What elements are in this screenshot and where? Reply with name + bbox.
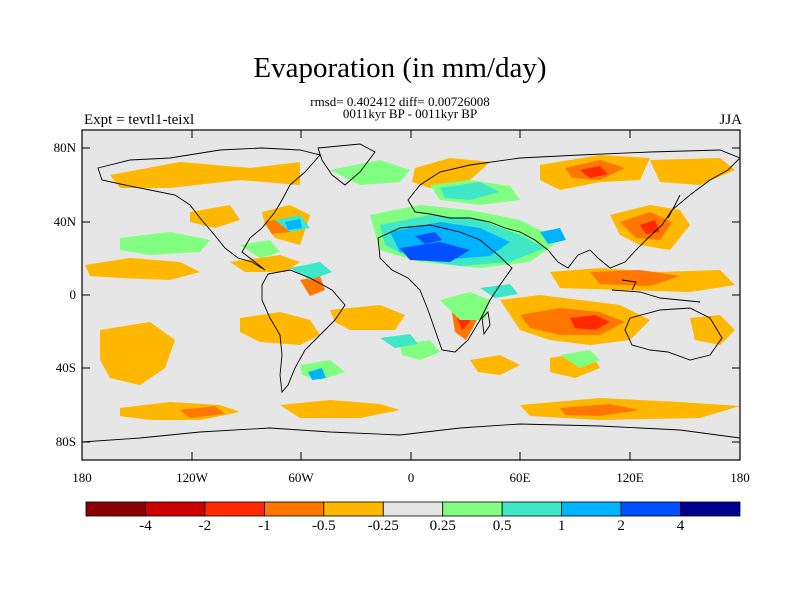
lon-tick-180w: 180	[72, 470, 92, 485]
lat-tick-40n: 40N	[53, 214, 76, 229]
colorbar-swatch	[680, 501, 741, 517]
colorbar-swatch	[204, 501, 265, 517]
very-strong-positive-patches	[400, 232, 470, 262]
colorbar	[85, 501, 741, 517]
colorbar-swatch	[323, 501, 384, 517]
colorbar-swatch	[442, 501, 503, 517]
season-label: JJA	[719, 112, 742, 128]
colorbar-swatch	[382, 501, 444, 517]
lat-tick-80n: 80N	[53, 140, 76, 155]
lon-tick-120w: 120W	[176, 470, 208, 485]
colorbar-label: -0.25	[367, 518, 399, 534]
colorbar-label: 1	[557, 518, 566, 534]
colorbar-label: -4	[139, 518, 152, 534]
colorbar-label: -0.5	[311, 518, 336, 534]
colorbar-swatch	[620, 501, 681, 517]
lat-tick-80s: 80S	[55, 434, 76, 449]
period-line: 0011kyr BP - 0011kyr BP	[342, 106, 478, 121]
lat-tick-0: 0	[69, 287, 77, 302]
colorbar-label: -1	[258, 518, 271, 534]
colorbar-swatch	[561, 501, 622, 517]
colorbar-label: 0.5	[492, 518, 512, 534]
lon-tick-120e: 120E	[616, 470, 644, 485]
lon-tick-0: 0	[407, 470, 415, 485]
coastlines	[82, 143, 740, 443]
lon-tick-60e: 60E	[509, 470, 531, 485]
colorbar-swatch	[263, 501, 325, 517]
colorbar-label: 4	[676, 518, 685, 534]
colorbar-label: -2	[198, 518, 212, 534]
axis-ticks	[81, 130, 741, 460]
stats-line: rmsd= 0.402412 diff= 0.00726008	[310, 94, 490, 109]
colorbar-swatch	[145, 501, 206, 517]
colorbar-swatch	[85, 501, 146, 517]
evaporation-anomaly-field	[85, 155, 740, 420]
colorbar-label: 0.25	[429, 518, 456, 534]
lon-tick-180e: 180	[730, 470, 750, 485]
colorbar-label: 2	[617, 518, 625, 534]
figure-title: Evaporation (in mm/day)	[253, 52, 547, 84]
lat-tick-40s: 40S	[55, 360, 76, 375]
colorbar-swatch	[501, 501, 563, 517]
lon-tick-60w: 60W	[288, 470, 314, 485]
experiment-label: Expt = tevtl1-teixl	[84, 112, 195, 128]
